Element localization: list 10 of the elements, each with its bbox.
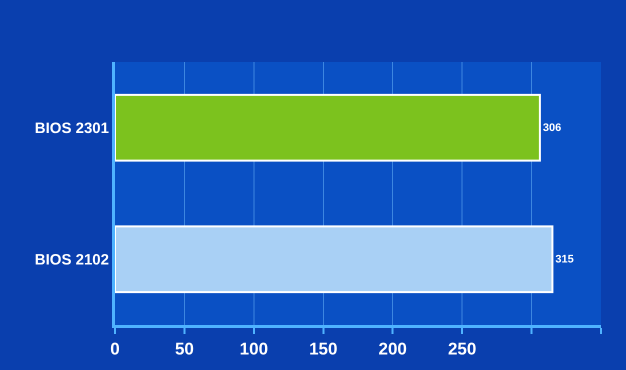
data-label: 306 — [542, 122, 562, 134]
x-tick-label: 250 — [448, 339, 476, 358]
x-tick-label: 100 — [240, 339, 268, 358]
x-tick-label: 0 — [110, 339, 120, 358]
y-tick-label: BIOS 2102 — [34, 252, 109, 268]
x-tick-label: 150 — [309, 339, 338, 358]
y-tick-label: BIOS 2301 — [34, 120, 109, 137]
data-label: 315 — [555, 253, 574, 266]
x-tick-label: 200 — [378, 339, 407, 358]
x-tick-label: 50 — [174, 339, 194, 358]
